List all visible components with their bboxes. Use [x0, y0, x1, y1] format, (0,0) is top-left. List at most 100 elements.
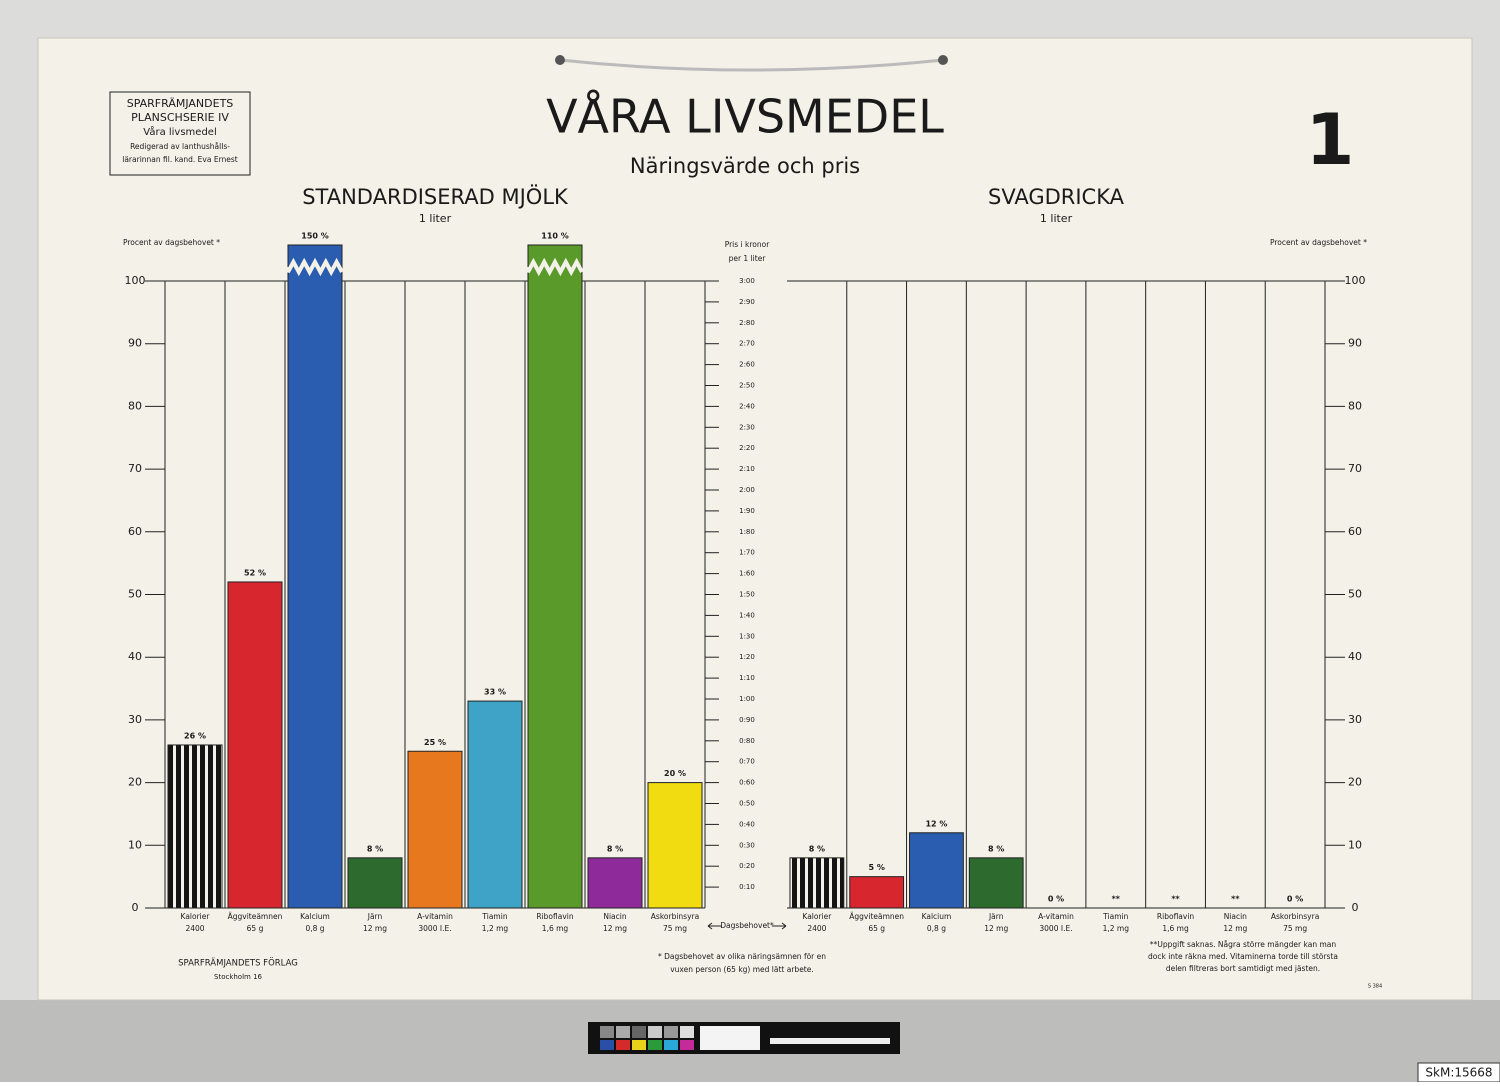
value-label: 8 %: [988, 844, 1004, 853]
y-tick-label: 70: [128, 462, 142, 475]
y2-axis-label: per 1 liter: [729, 254, 767, 263]
y-axis-label: Procent av dagsbehovet *: [123, 238, 220, 247]
y2-tick-label: 0:10: [739, 883, 755, 891]
y-tick-label: 90: [128, 337, 142, 350]
x-tick-unit: 1,6 mg: [542, 924, 569, 933]
bar: [909, 832, 964, 909]
value-label: 26 %: [184, 731, 206, 740]
publisher: SPARFRÄMJANDETS FÖRLAG: [178, 958, 298, 969]
city: Stockholm 16: [214, 973, 263, 981]
footnote: delen filtreras bort samtidigt med jäste…: [1166, 964, 1320, 973]
break-mark: [526, 257, 584, 277]
x-tick-label: Tiamin: [481, 912, 507, 921]
value-label: 8 %: [367, 844, 383, 853]
x-tick-label: Kalcium: [922, 912, 952, 921]
x-tick-unit: 3000 I.E.: [1039, 924, 1072, 933]
y2-tick-label: 2:90: [739, 298, 755, 306]
y-tick-label: 10: [128, 838, 142, 851]
y-tick-label: 10: [1348, 838, 1362, 851]
footnote: vuxen person (65 kg) med lätt arbete.: [670, 965, 814, 974]
y-tick-label: 60: [128, 525, 142, 538]
x-tick-label: A-vitamin: [417, 912, 453, 921]
y2-tick-label: 1:20: [739, 653, 755, 661]
watermark: SkM:15668: [1425, 1066, 1492, 1080]
y2-tick-label: 0:70: [739, 758, 755, 766]
print-code: S 384: [1368, 984, 1382, 990]
x-tick-label: Askorbinsyra: [1271, 912, 1319, 921]
x-tick-unit: 65 g: [247, 924, 264, 933]
y2-tick-label: 2:30: [739, 423, 755, 431]
bar: [407, 750, 463, 909]
eyelet: [555, 55, 565, 65]
x-tick-label: Niacin: [603, 912, 626, 921]
subtitle: Näringsvärde och pris: [630, 154, 860, 178]
x-tick-unit: 1,2 mg: [482, 924, 509, 933]
x-tick-unit: 2400: [807, 924, 826, 933]
value-label: 33 %: [484, 688, 506, 697]
value-label: 110 %: [541, 232, 569, 241]
x-tick-label: Riboflavin: [1157, 912, 1194, 921]
box-line: SPARFRÄMJANDETS: [127, 97, 234, 110]
x-tick-label: A-vitamin: [1038, 912, 1074, 921]
y2-tick-label: 1:70: [739, 549, 755, 557]
value-label: 25 %: [424, 738, 446, 747]
bar: [527, 244, 583, 909]
value-label: 5 %: [868, 863, 884, 872]
bar: [968, 857, 1024, 909]
y2-tick-label: 1:30: [739, 632, 755, 640]
footnote: dock inte räkna med. Vitaminerna torde t…: [1148, 952, 1338, 961]
y2-tick-label: 0:40: [739, 820, 755, 828]
y-tick-label: 50: [128, 588, 142, 601]
y2-tick-label: 1:40: [739, 611, 755, 619]
x-tick-unit: 0,8 g: [305, 924, 324, 933]
y2-tick-label: 2:20: [739, 444, 755, 452]
value-label: 150 %: [301, 232, 329, 241]
value-label: 8 %: [607, 844, 623, 853]
x-tick-label: Riboflavin: [536, 912, 573, 921]
x-tick-label: Äggviteämnen: [228, 912, 283, 921]
series-box: [109, 91, 251, 176]
footnote: * Dagsbehovet av olika näringsämnen för …: [658, 952, 826, 961]
y2-axis-label: Pris i kronor: [725, 240, 771, 249]
x-tick-label: Kalcium: [300, 912, 330, 921]
y-tick-label: 40: [1348, 650, 1362, 663]
y-tick-label: 40: [128, 650, 142, 663]
y-tick-label: 30: [128, 713, 142, 726]
x-tick-unit: 1,2 mg: [1103, 924, 1130, 933]
y-tick-label: 20: [1348, 776, 1362, 789]
y2-tick-label: 2:50: [739, 382, 755, 390]
box-line: lärarinnan fil. kand. Eva Ernest: [122, 155, 238, 164]
chart-subtitle: 1 liter: [1040, 212, 1073, 225]
footnote: **Uppgift saknas. Några större mängder k…: [1150, 940, 1337, 949]
x-tick-label: Järn: [988, 912, 1004, 921]
x-tick-label: Järn: [367, 912, 383, 921]
y2-tick-label: 2:80: [739, 319, 755, 327]
value-label: **: [1231, 895, 1240, 904]
y2-tick-label: 0:90: [739, 716, 755, 724]
y-tick-label: 60: [1348, 525, 1362, 538]
value-label: 12 %: [925, 819, 947, 828]
box-line: PLANSCHSERIE IV: [131, 111, 229, 124]
x-tick-unit: 1,6 mg: [1162, 924, 1189, 933]
bar: [167, 744, 223, 909]
x-tick-label: Kalorier: [802, 912, 832, 921]
y2-tick-label: 2:00: [739, 486, 755, 494]
y-tick-label: 100: [125, 274, 146, 287]
bar: [467, 700, 523, 909]
y-tick-label: 80: [128, 399, 142, 412]
break-mark: [286, 257, 344, 277]
x-tick-unit: 12 mg: [1223, 924, 1247, 933]
bar: [587, 857, 643, 909]
y-tick-label: 20: [128, 776, 142, 789]
title: VÅRA LIVSMEDEL: [546, 90, 944, 144]
y2-tick-label: 1:50: [739, 591, 755, 599]
y2-tick-label: 3:00: [739, 277, 755, 285]
bar: [647, 782, 703, 909]
x-tick-label: Askorbinsyra: [651, 912, 699, 921]
eyelet: [938, 55, 948, 65]
y-tick-label: 80: [1348, 399, 1362, 412]
y2-tick-label: 2:70: [739, 340, 755, 348]
y2-tick-label: 0:80: [739, 737, 755, 745]
y-tick-label: 0: [132, 901, 139, 914]
y-tick-label: 90: [1348, 337, 1362, 350]
